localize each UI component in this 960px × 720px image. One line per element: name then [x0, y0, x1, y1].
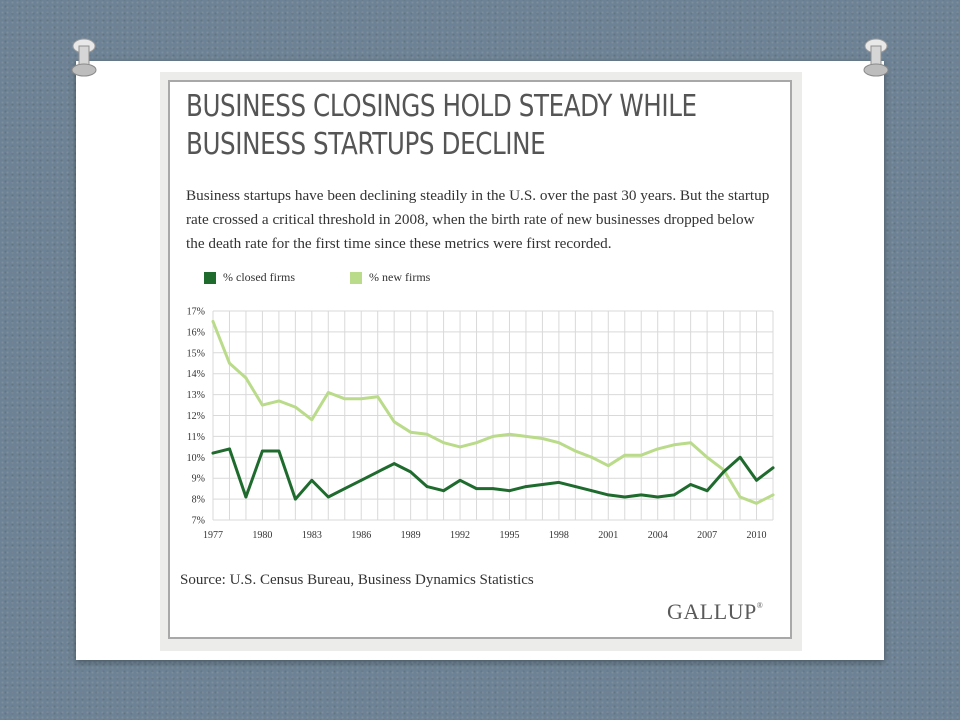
chart-subtitle: Business startups have been declining st… — [186, 184, 786, 256]
source-note: Source: U.S. Census Bureau, Business Dyn… — [180, 572, 534, 588]
pushpin-left-icon — [71, 38, 97, 77]
gallup-logo: GALLUP® — [667, 599, 763, 625]
legend-swatch-closed — [204, 271, 216, 284]
subtitle-line-3: the death rate for the first time since … — [186, 235, 612, 252]
pushpin-right-icon — [863, 38, 889, 77]
legend-swatch-new — [350, 271, 362, 284]
legend-item-closed: % closed firms — [204, 270, 295, 285]
chart-title-line-1: BUSINESS CLOSINGS HOLD STEADY WHILE — [186, 89, 697, 124]
legend-item-new: % new firms — [350, 270, 430, 285]
chart-title-line-2: BUSINESS STARTUPS DECLINE — [186, 127, 546, 162]
gallup-logo-text: GALLUP — [667, 599, 757, 624]
chart-title: BUSINESS CLOSINGS HOLD STEADY WHILE BUSI… — [186, 88, 697, 164]
subtitle-line-2: rate crossed a critical threshold in 200… — [186, 211, 755, 228]
legend-label-new: % new firms — [369, 270, 431, 284]
legend-label-closed: % closed firms — [223, 270, 295, 284]
subtitle-line-1: Business startups have been declining st… — [186, 187, 770, 204]
registered-mark: ® — [756, 601, 764, 610]
